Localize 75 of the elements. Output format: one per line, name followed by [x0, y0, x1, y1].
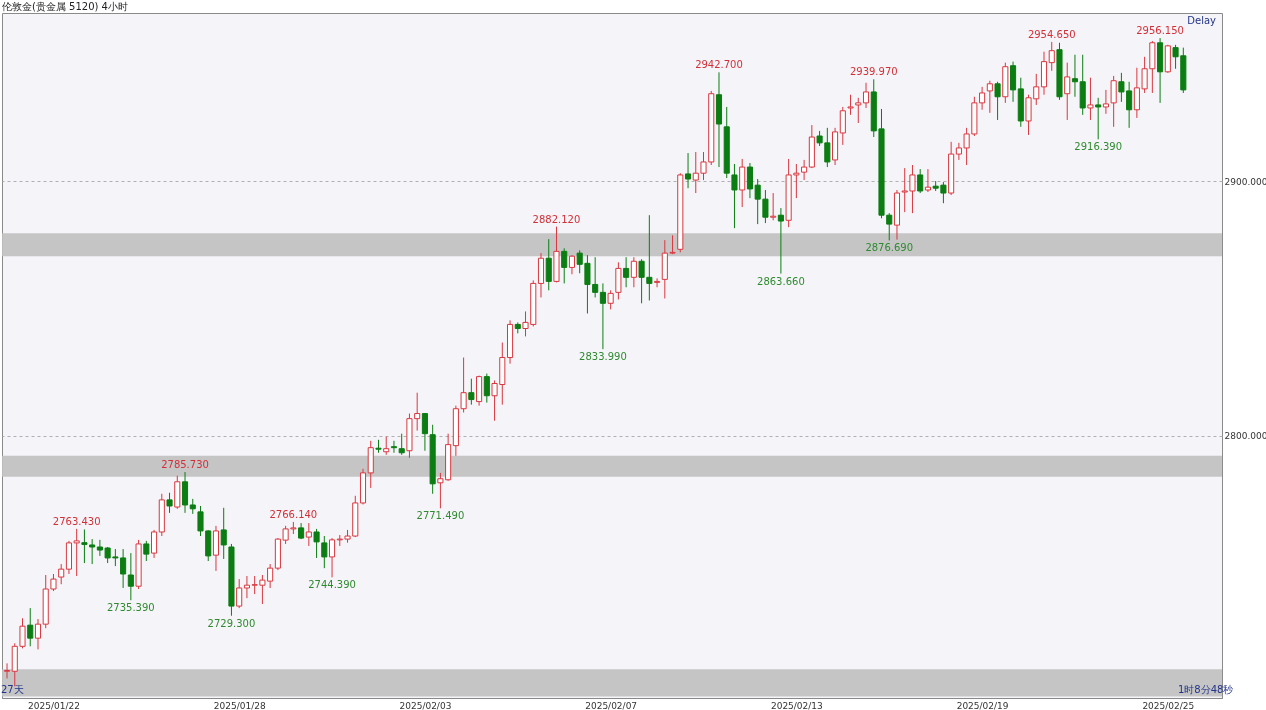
candlestick — [1095, 97, 1102, 140]
candlestick — [731, 163, 738, 229]
candlestick — [1064, 62, 1071, 121]
candlestick — [847, 94, 854, 116]
candlestick — [599, 282, 606, 350]
annotation: 2833.990 — [579, 351, 627, 363]
annotation: 2763.430 — [52, 515, 101, 527]
x-tick-label: 2025/02/13 — [770, 700, 823, 710]
annotation: 27天 — [1, 683, 24, 697]
candlestick — [383, 436, 390, 456]
candlestick — [630, 256, 637, 288]
candlestick — [615, 261, 622, 300]
candlestick — [561, 247, 568, 284]
candlestick — [483, 373, 490, 404]
candlestick — [607, 289, 614, 310]
candlestick — [468, 378, 475, 406]
candlestick — [917, 168, 924, 194]
candlestick — [329, 537, 336, 578]
x-tick-label: 2025/02/07 — [585, 700, 638, 710]
candlestick — [390, 440, 398, 454]
candlestick — [568, 254, 576, 275]
annotation: 2954.650 — [1027, 28, 1076, 40]
x-tick-label: 2025/02/25 — [1142, 700, 1195, 710]
candlestick — [34, 618, 42, 650]
annotation: 2771.490 — [416, 510, 465, 522]
candlestick — [770, 192, 777, 221]
annotation: 2729.300 — [207, 617, 256, 629]
candlestick — [305, 522, 312, 547]
chart-title: 伦敦金(贵金属 5120) 4小时 — [2, 1, 128, 12]
annotation: 2956.150 — [1136, 25, 1184, 37]
candlestick — [739, 158, 746, 208]
candlestick — [181, 471, 189, 514]
candlestick — [623, 256, 630, 288]
candlestick — [398, 433, 405, 456]
candlestick — [545, 238, 552, 291]
candlestick — [777, 207, 784, 275]
candlestick — [1048, 41, 1055, 72]
candlestick — [143, 540, 150, 562]
candlestick — [27, 607, 34, 647]
annotation: 2939.970 — [849, 66, 898, 78]
annotation: 2785.730 — [161, 459, 209, 471]
candlestick — [801, 159, 808, 181]
candlestick — [924, 168, 931, 193]
annotation: 2876.690 — [865, 242, 914, 254]
annotation: 2766.140 — [269, 508, 318, 520]
x-tick-label: 2025/01/28 — [213, 700, 266, 710]
candlestick — [839, 106, 846, 146]
annotation: 2863.660 — [757, 275, 805, 287]
candlestick — [1071, 54, 1079, 98]
candlestick — [151, 529, 158, 559]
candlestick — [994, 81, 1001, 121]
candlestick — [166, 492, 173, 514]
x-tick-label: 2025/02/03 — [399, 700, 452, 710]
candlestick — [986, 80, 993, 114]
y-tick-label: 2800.000 — [1224, 431, 1266, 442]
annotation: 2916.390 — [1074, 141, 1123, 153]
candlestick — [421, 412, 428, 452]
annotation: 2735.390 — [106, 602, 155, 614]
candlestick — [236, 578, 243, 609]
annotation: 2882.120 — [532, 213, 581, 225]
candlestick — [862, 82, 870, 109]
annotation: 2942.700 — [695, 59, 743, 71]
x-tick-label: 2025/02/19 — [956, 700, 1009, 710]
annotation: Delay — [1187, 15, 1216, 26]
candlestick — [684, 152, 692, 189]
x-tick-label: 2025/01/22 — [28, 700, 80, 710]
annotation: 2744.390 — [308, 579, 356, 591]
candlestick — [1087, 77, 1094, 121]
candlestick — [654, 277, 661, 288]
annotation: 1时8分48秒 — [1178, 683, 1234, 697]
candlestick — [855, 97, 862, 124]
candlestick — [220, 507, 227, 560]
candlestick — [58, 563, 65, 585]
candlestick — [127, 552, 134, 601]
y-tick-label: 2900.000 — [1224, 176, 1266, 187]
